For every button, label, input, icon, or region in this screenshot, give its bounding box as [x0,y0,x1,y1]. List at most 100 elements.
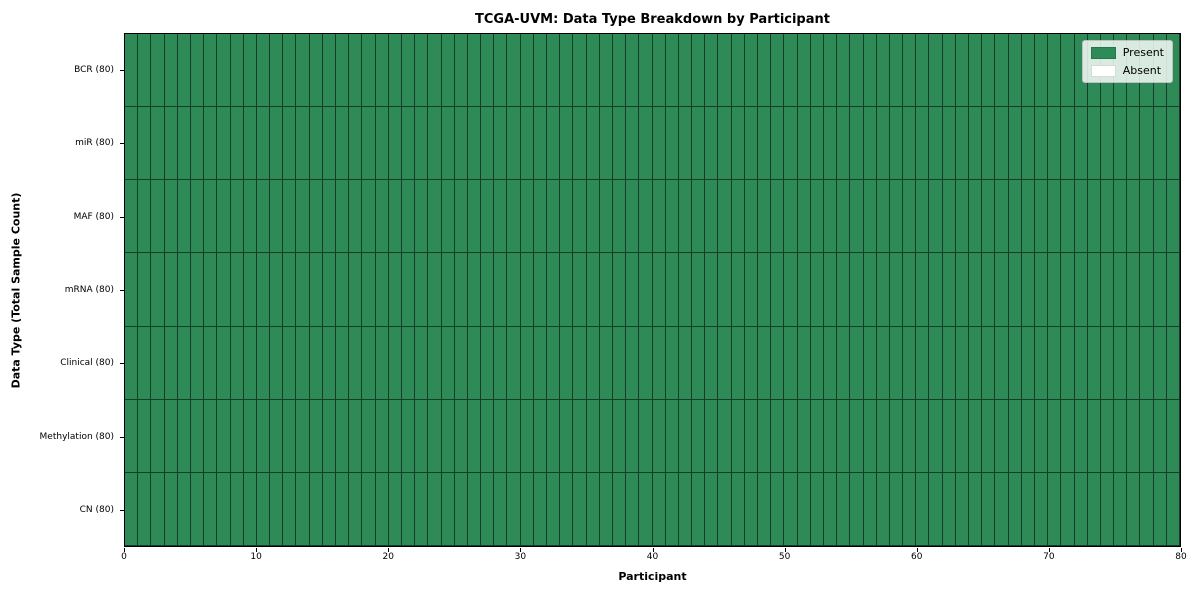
heatmap-cell [507,399,521,473]
heatmap-cell [1074,399,1088,473]
heatmap-cell [837,399,851,473]
heatmap-cell [1153,326,1167,400]
heatmap-cell [626,253,640,327]
heatmap-cell [863,472,877,546]
heatmap-cell [270,180,284,254]
heatmap-cell [1140,107,1154,181]
heatmap-cell [678,253,693,327]
heatmap-cell [889,180,904,254]
heatmap-cell [1008,34,1022,108]
heatmap-cell [547,180,561,254]
heatmap-cell [810,399,824,473]
heatmap-cell [665,253,679,327]
heatmap-cell [995,107,1009,181]
heatmap-cell [190,399,205,473]
heatmap-cell [969,326,983,400]
heatmap-cell [204,399,218,473]
heatmap-cell [850,326,864,400]
heatmap-cell [1087,399,1101,473]
heatmap-cell [744,107,758,181]
heatmap-cell [903,399,917,473]
heatmap-cell [692,180,706,254]
heatmap-cell [533,326,547,400]
heatmap-cell [982,107,996,181]
heatmap-cell [270,399,284,473]
heatmap-cell [797,399,811,473]
heatmap-cell [125,107,139,181]
heatmap-cell [481,34,495,108]
heatmap-cell [362,180,376,254]
heatmap-cell [731,253,745,327]
y-tick-mark [120,216,124,218]
heatmap-cell [217,180,231,254]
heatmap-cell [903,34,917,108]
heatmap-cell [309,180,323,254]
heatmap-cell [230,472,244,546]
heatmap-cell [1140,326,1154,400]
heatmap-cell [481,326,495,400]
heatmap-cell [797,34,811,108]
heatmap-cell [177,180,191,254]
heatmap-cell [349,107,363,181]
heatmap-cell [771,34,785,108]
heatmap-cell [336,326,350,400]
heatmap-cell [678,326,693,400]
heatmap-cell [1048,107,1062,181]
heatmap-cell [494,34,508,108]
heatmap-cell [204,180,218,254]
heatmap-cell [797,107,811,181]
x-tick-label: 50 [778,552,791,562]
heatmap-cell [823,34,838,108]
heatmap-cell [190,253,205,327]
heatmap-cell [929,180,943,254]
heatmap-cell [283,107,297,181]
heatmap-cell [1087,180,1101,254]
heatmap-cell [494,180,508,254]
heatmap-cell [467,399,482,473]
heatmap-cell [771,253,785,327]
heatmap-cell [599,34,613,108]
heatmap-cell [969,180,983,254]
heatmap-cell [388,107,402,181]
heatmap-cell [309,326,323,400]
x-tick-mark [1181,548,1182,552]
heatmap-cell [797,253,811,327]
heatmap-cell [758,180,772,254]
heatmap-cell [929,399,943,473]
heatmap-cell [467,326,482,400]
heatmap-cell [217,399,231,473]
heatmap-cell [415,253,429,327]
y-tick-label: MAF (80) [73,211,114,222]
y-tick-mark [120,143,124,145]
heatmap-cell [217,472,231,546]
heatmap-cell [731,180,745,254]
heatmap-cell [665,34,679,108]
heatmap-cell [837,326,851,400]
heatmap-cell [678,107,693,181]
heatmap-cell [1153,180,1167,254]
heatmap-cell [388,180,402,254]
heatmap-cell [1021,472,1035,546]
heatmap-cell [1021,180,1035,254]
heatmap-cell [837,34,851,108]
heatmap-cell [639,399,653,473]
heatmap-cell [520,107,534,181]
heatmap-cell [1008,326,1022,400]
heatmap-cell [520,326,534,400]
heatmap-cell [1034,326,1049,400]
heatmap-cell [481,107,495,181]
heatmap-cell [903,326,917,400]
legend-entry: Present [1090,46,1164,59]
heatmap-cell [586,180,600,254]
heatmap-cell [1166,107,1180,181]
heatmap-cell [771,180,785,254]
heatmap-cell [401,472,416,546]
heatmap-cell [599,326,613,400]
heatmap-cell [296,107,310,181]
heatmap-cell [995,253,1009,327]
heatmap-cell [876,399,890,473]
heatmap-cell [1034,472,1049,546]
heatmap-cell [758,107,772,181]
heatmap-cell [929,472,943,546]
heatmap-cell [1087,107,1101,181]
